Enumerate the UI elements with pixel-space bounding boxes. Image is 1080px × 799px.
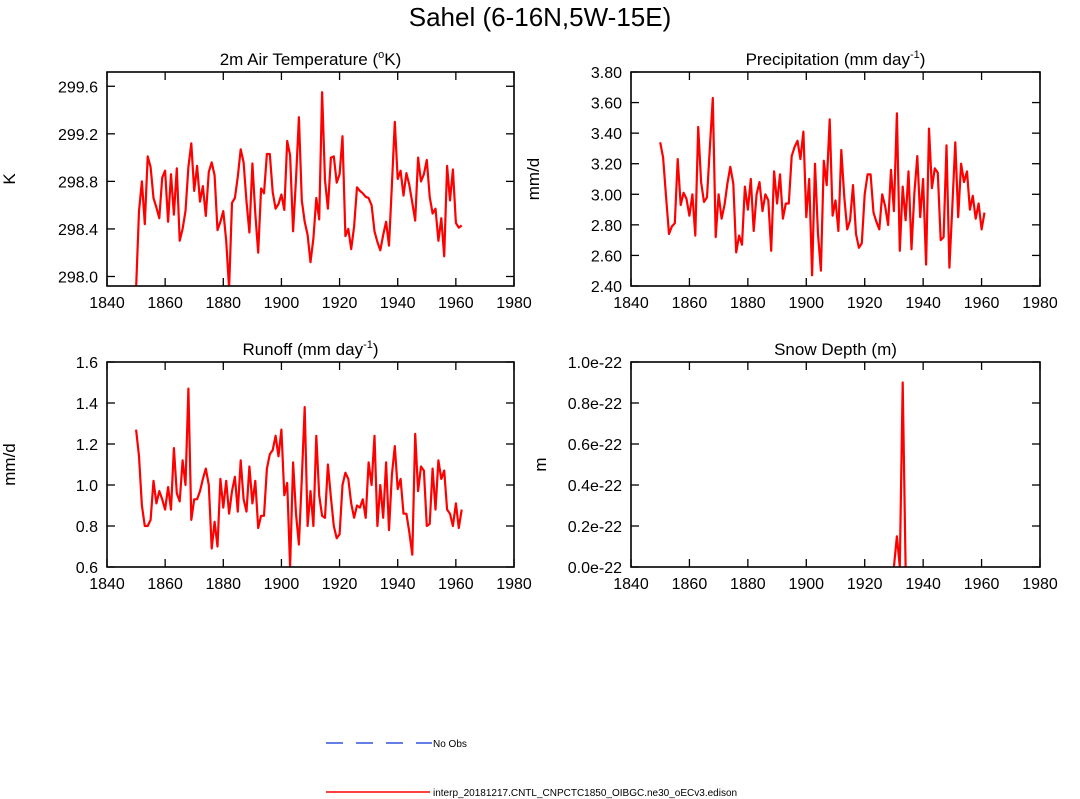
y-tick-label: 3.20 bbox=[591, 157, 622, 174]
y-axis-label: m bbox=[531, 457, 550, 471]
x-tick-label: 1960 bbox=[438, 295, 474, 312]
panel-title: Runoff (mm day-1) bbox=[242, 339, 378, 359]
panel-snow-depth: 1840 1860 1880 1900 1920 1940 1960 1980 0.0e-22 0… bbox=[531, 340, 1058, 593]
y-tick-label: 3.40 bbox=[591, 126, 622, 143]
x-tick-label: 1860 bbox=[147, 576, 183, 593]
x-tick-label: 1960 bbox=[964, 295, 1000, 312]
panel-title: Snow Depth (m) bbox=[774, 340, 897, 359]
legend: No Obs interp_20181217.CNTL_CNPCTC1850_O… bbox=[326, 739, 737, 799]
x-tick-label: 1840 bbox=[89, 295, 125, 312]
panel-air-temperature: 1840 1860 1880 1900 1920 1940 1960 1980 298.0 298… bbox=[0, 49, 532, 312]
x-tick-label: 1960 bbox=[964, 576, 1000, 593]
x-tick-label: 1980 bbox=[1022, 295, 1058, 312]
x-tick-label: 1880 bbox=[205, 576, 241, 593]
x-tick-label: 1840 bbox=[613, 295, 649, 312]
y-axis-label: mm/d bbox=[0, 443, 19, 486]
x-tick-label: 1920 bbox=[847, 295, 883, 312]
x-tick-label: 1960 bbox=[438, 576, 474, 593]
x-tick-label: 1840 bbox=[613, 576, 649, 593]
y-tick-label: 0.8e-22 bbox=[568, 396, 622, 413]
y-tick-label: 0.2e-22 bbox=[568, 519, 622, 536]
y-tick-label: 1.2 bbox=[76, 437, 98, 454]
y-tick-label: 2.60 bbox=[591, 248, 622, 265]
x-tick-label: 1900 bbox=[788, 576, 824, 593]
y-tick-label: 299.2 bbox=[58, 127, 98, 144]
x-tick-label: 1920 bbox=[322, 576, 358, 593]
y-tick-label: 298.8 bbox=[58, 174, 98, 191]
series-line bbox=[892, 381, 907, 567]
series-line bbox=[659, 96, 986, 277]
x-tick-label: 1980 bbox=[496, 576, 532, 593]
x-tick-label: 1900 bbox=[264, 295, 300, 312]
y-tick-label: 3.80 bbox=[591, 65, 622, 82]
panel-runoff: 1840 1860 1880 1900 1920 1940 1960 1980 0.6 0.8 1.… bbox=[0, 339, 532, 593]
panel-precipitation: 1840 1860 1880 1900 1920 1940 1960 1980 2.40 2.60… bbox=[524, 49, 1058, 312]
y-tick-label: 1.6 bbox=[76, 355, 98, 372]
x-tick-label: 1900 bbox=[788, 295, 824, 312]
y-axis-label: K bbox=[0, 173, 19, 185]
legend-label-model: interp_20181217.CNTL_CNPCTC1850_OIBGC.ne… bbox=[433, 788, 737, 799]
x-tick-label: 1880 bbox=[730, 295, 766, 312]
y-tick-label: 2.40 bbox=[591, 279, 622, 296]
y-tick-label: 0.6 bbox=[76, 560, 98, 577]
panel-title: 2m Air Temperature (oK) bbox=[220, 49, 402, 69]
plot-frame bbox=[106, 71, 515, 287]
legend-label-no-obs: No Obs bbox=[433, 739, 467, 750]
y-tick-label: 2.80 bbox=[591, 218, 622, 235]
x-tick-label: 1860 bbox=[672, 295, 708, 312]
x-tick-label: 1980 bbox=[1022, 576, 1058, 593]
plot-frame bbox=[630, 71, 1041, 287]
x-tick-label: 1880 bbox=[730, 576, 766, 593]
series-line bbox=[135, 387, 463, 567]
x-tick-label: 1940 bbox=[380, 295, 416, 312]
x-tick-label: 1900 bbox=[264, 576, 300, 593]
figure-title: Sahel (6-16N,5W-15E) bbox=[408, 2, 672, 32]
y-tick-label: 3.60 bbox=[591, 96, 622, 113]
y-tick-label: 1.0e-22 bbox=[568, 355, 622, 372]
x-tick-label: 1880 bbox=[205, 295, 241, 312]
x-tick-label: 1920 bbox=[322, 295, 358, 312]
x-tick-label: 1920 bbox=[847, 576, 883, 593]
y-tick-label: 0.8 bbox=[76, 519, 98, 536]
y-tick-label: 0.6e-22 bbox=[568, 437, 622, 454]
y-tick-label: 299.6 bbox=[58, 79, 98, 96]
x-tick-label: 1940 bbox=[905, 295, 941, 312]
x-tick-label: 1940 bbox=[905, 576, 941, 593]
y-tick-label: 1.0 bbox=[76, 478, 98, 495]
x-tick-label: 1860 bbox=[147, 295, 183, 312]
y-axis-label: mm/d bbox=[524, 158, 543, 201]
x-tick-label: 1860 bbox=[672, 576, 708, 593]
y-tick-label: 3.00 bbox=[591, 187, 622, 204]
x-tick-label: 1840 bbox=[89, 576, 125, 593]
y-tick-label: 0.4e-22 bbox=[568, 478, 622, 495]
plot-frame bbox=[106, 361, 515, 568]
y-tick-label: 0.0e-22 bbox=[568, 560, 622, 577]
x-tick-label: 1980 bbox=[496, 295, 532, 312]
y-tick-label: 1.4 bbox=[76, 396, 98, 413]
y-tick-label: 298.0 bbox=[58, 269, 98, 286]
y-tick-label: 298.4 bbox=[58, 222, 98, 239]
series-line bbox=[135, 91, 463, 286]
x-tick-label: 1940 bbox=[380, 576, 416, 593]
panel-title: Precipitation (mm day-1) bbox=[746, 49, 926, 69]
plot-frame bbox=[630, 361, 1041, 568]
